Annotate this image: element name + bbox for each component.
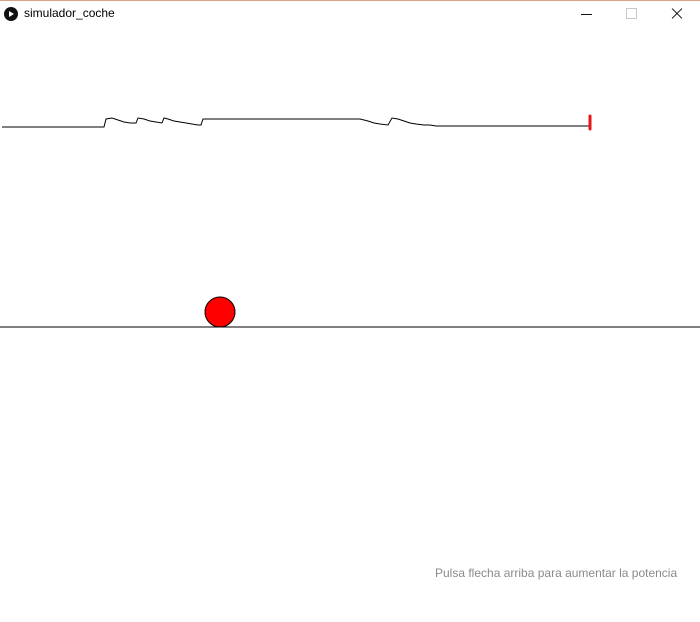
car-ball [204, 296, 236, 328]
play-icon [4, 7, 18, 21]
hint-text: Pulsa flecha arriba para aumentar la pot… [435, 566, 678, 580]
window-title: simulador_coche [24, 6, 115, 20]
close-button[interactable] [654, 1, 700, 27]
sketch-canvas[interactable] [0, 27, 700, 622]
speed-graph-line [2, 117, 590, 128]
title-bar[interactable]: simulador_coche [0, 1, 700, 27]
maximize-button[interactable] [610, 1, 656, 27]
minimize-button[interactable] [564, 1, 610, 27]
